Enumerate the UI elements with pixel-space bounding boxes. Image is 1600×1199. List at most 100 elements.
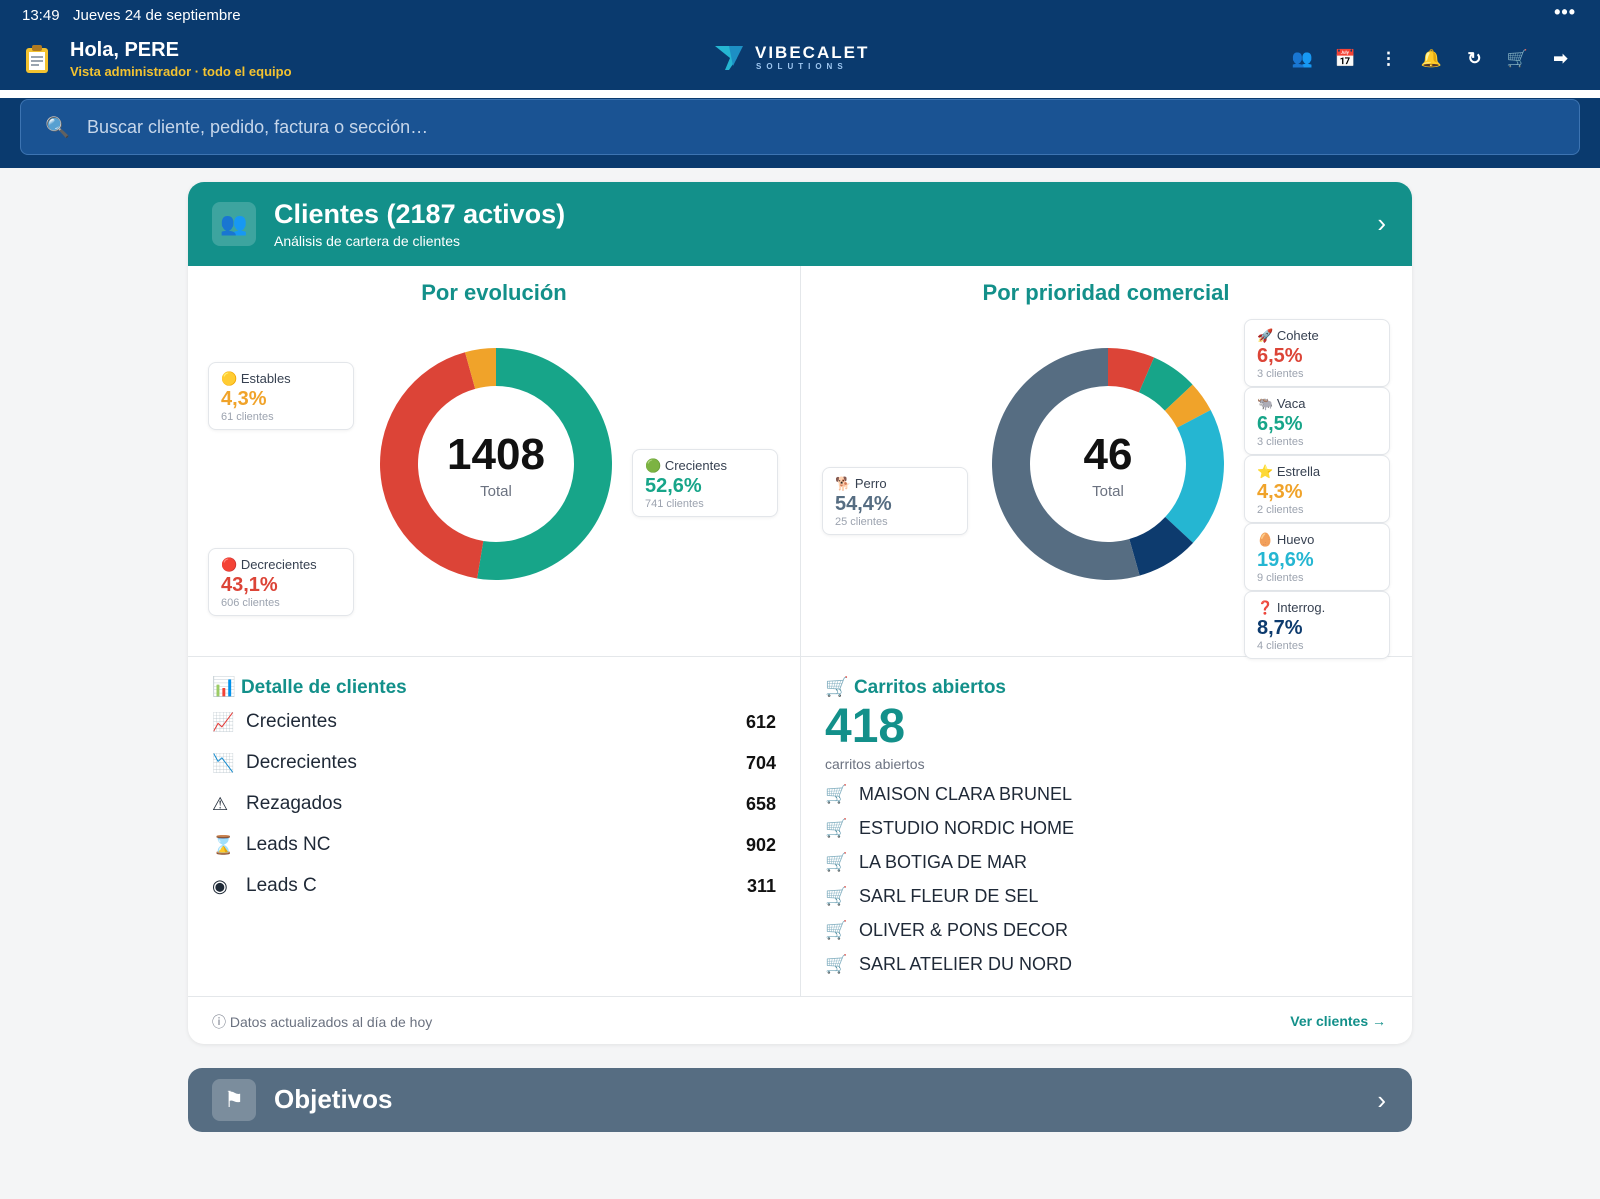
detalle-row-leads-c[interactable]: ◉ Leads C 311 — [212, 873, 776, 903]
cart-icon: 🛒 — [825, 954, 848, 974]
legend-label: ⭐ Estrella — [1257, 464, 1321, 479]
cart-item-name: SARL ATELIER DU NORD — [859, 954, 1073, 974]
more-icon[interactable]: ⋮ — [1380, 49, 1397, 68]
cart-item-name: SARL FLEUR DE SEL — [859, 886, 1039, 906]
cart-item-name: LA BOTIGA DE MAR — [859, 852, 1028, 872]
cart-item[interactable]: 🛒 MAISON CLARA BRUNEL — [825, 782, 1385, 812]
donut-segment-interrog — [1129, 517, 1194, 576]
greeting: Hola, PERE — [70, 39, 179, 61]
cart-item[interactable]: 🛒 OLIVER & PONS DECOR — [825, 918, 1385, 948]
top-bar: 13:49 Jueves 24 de septiembre ••• Hola, … — [0, 0, 1600, 90]
trend-up-icon: 📈 — [212, 712, 235, 732]
refresh-icon[interactable]: ↻ — [1467, 49, 1482, 68]
legend-label: 🐃 Vaca — [1257, 396, 1306, 411]
detalle-value: 704 — [745, 753, 776, 773]
legend-interrog: ❓ Interrog. 8,7% 4 clientes — [1244, 591, 1390, 659]
bar-chart-icon: 📊 — [212, 677, 236, 698]
hourglass-icon: ⌛ — [212, 835, 235, 855]
objetivos-section[interactable]: ⚑ Objetivos › — [188, 1068, 1412, 1132]
prioridad-title: Por prioridad comercial — [982, 280, 1230, 305]
ver-clientes-link[interactable]: Ver clientes → — [1290, 1013, 1386, 1029]
evolucion-donut-chart — [380, 348, 612, 580]
legend-label: 🥚 Huevo — [1257, 532, 1315, 547]
prioridad-donut-chart — [992, 348, 1224, 580]
detalle-value: 658 — [745, 794, 776, 814]
legend-percent: 6,5% — [1257, 413, 1303, 435]
donut-segment-huevo — [1165, 410, 1224, 543]
cart-item[interactable]: 🛒 SARL FLEUR DE SEL — [825, 884, 1385, 914]
donut-segment-estrella — [1164, 384, 1211, 428]
legend-count: 2 clientes — [1257, 504, 1304, 516]
cart-item[interactable]: 🛒 ESTUDIO NORDIC HOME — [825, 816, 1385, 846]
users-icon[interactable]: 👥 — [1291, 49, 1314, 68]
legend-count: 606 clientes — [221, 597, 280, 609]
prioridad-total: 46 — [1083, 430, 1133, 479]
detalle-value: 612 — [745, 712, 776, 732]
donut-segment-perro — [992, 348, 1140, 580]
search-bar-area: 🔍 — [0, 98, 1600, 168]
cart-icon: 🛒 — [825, 818, 848, 838]
legend-count: 3 clientes — [1257, 436, 1304, 448]
detalle-label: Leads NC — [246, 834, 331, 855]
legend-perro: 🐕 Perro 54,4% 25 clientes — [822, 467, 968, 535]
detalle-label: Crecientes — [246, 711, 337, 732]
update-note: ⓘ Datos actualizados al día de hoy — [212, 1014, 433, 1030]
objetivos-title: Objetivos — [274, 1084, 393, 1114]
users-icon: 👥 — [212, 202, 256, 246]
footer-divider — [188, 996, 1412, 997]
legend-crecientes: 🟢 Crecientes 52,6% 741 clientes — [632, 449, 778, 517]
cart-item-name: ESTUDIO NORDIC HOME — [859, 818, 1075, 838]
column-divider — [800, 266, 801, 996]
detalle-label: Rezagados — [246, 793, 343, 814]
greeting-subtitle: Vista administrador · todo el equipo — [70, 64, 292, 79]
donut-segment-crecientes — [477, 348, 612, 580]
bell-icon[interactable]: 🔔 — [1420, 49, 1443, 68]
carritos-count-label: carritos abiertos — [825, 756, 925, 772]
legend-label: ❓ Interrog. — [1257, 600, 1326, 615]
detalle-row-crecientes[interactable]: 📈 Crecientes 612 — [212, 709, 776, 739]
legend-label: 🟢 Crecientes — [645, 458, 727, 473]
clientes-header[interactable]: 👥 Clientes (2187 activos) Análisis de ca… — [188, 182, 1412, 266]
detalle-row-decrecientes[interactable]: 📉 Decrecientes 704 — [212, 750, 776, 780]
cart-item[interactable]: 🛒 SARL ATELIER DU NORD — [825, 952, 1385, 982]
prioridad-total-label: Total — [1092, 483, 1124, 500]
cart-icon: 🛒 — [825, 852, 848, 872]
legend-percent: 19,6% — [1257, 549, 1314, 571]
legend-estrella: ⭐ Estrella 4,3% 2 clientes — [1244, 455, 1390, 523]
target-icon: ◉ — [212, 876, 228, 896]
calendar-icon[interactable]: 📅 — [1334, 49, 1357, 68]
status-more-dots[interactable]: ••• — [1554, 2, 1576, 22]
legend-label: 🟡 Estables — [221, 371, 291, 386]
cart-item[interactable]: 🛒 LA BOTIGA DE MAR — [825, 850, 1385, 880]
logout-icon[interactable]: ➡ — [1553, 49, 1568, 68]
status-date: Jueves 24 de septiembre — [73, 7, 241, 24]
evolucion-total-label: Total — [480, 483, 512, 500]
detalle-value: 902 — [745, 835, 776, 855]
brand-logo: VIBECALET SOLUTIONS — [715, 44, 869, 72]
cart-icon: 🛒 — [825, 677, 849, 698]
cart-icon[interactable]: 🛒 — [1506, 49, 1529, 68]
legend-percent: 52,6% — [645, 475, 702, 497]
brand-subname: SOLUTIONS — [756, 62, 848, 71]
legend-percent: 54,4% — [835, 493, 892, 515]
detalle-value: 311 — [746, 876, 776, 896]
detalle-row-rezagados[interactable]: ⚠ Rezagados 658 — [212, 791, 776, 821]
legend-count: 25 clientes — [835, 516, 888, 528]
clientes-title: Clientes (2187 activos) — [274, 199, 566, 229]
clientes-card: 👥 Clientes (2187 activos) Análisis de ca… — [188, 182, 1412, 1044]
legend-percent: 4,3% — [1257, 481, 1303, 503]
detalle-title: 📊 Detalle de clientes — [212, 677, 407, 698]
detalle-row-leads-nc[interactable]: ⌛ Leads NC 902 — [212, 832, 776, 862]
legend-huevo: 🥚 Huevo 19,6% 9 clientes — [1244, 523, 1390, 591]
search-input[interactable] — [87, 106, 1567, 148]
status-time: 13:49 — [22, 7, 60, 24]
warning-icon: ⚠ — [212, 794, 229, 814]
cart-item-name: MAISON CLARA BRUNEL — [859, 784, 1073, 804]
legend-label: 🐕 Perro — [835, 476, 887, 491]
legend-percent: 43,1% — [221, 574, 278, 596]
legend-percent: 6,5% — [1257, 345, 1303, 367]
legend-label: 🚀 Cohete — [1257, 328, 1319, 343]
clipboard-icon — [26, 45, 48, 73]
chevron-right-icon: › — [1377, 208, 1386, 238]
cart-icon: 🛒 — [825, 920, 848, 940]
